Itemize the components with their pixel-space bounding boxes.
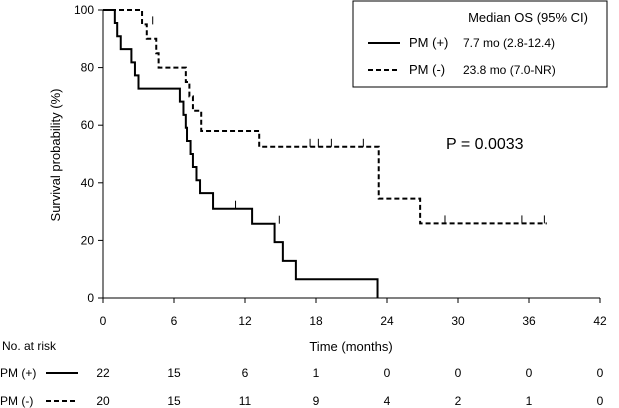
risk-count: 6 xyxy=(242,366,249,380)
risk-count: 0 xyxy=(597,366,604,380)
risk-count: 4 xyxy=(384,394,391,408)
risk-count: 1 xyxy=(313,366,320,380)
x-tick-label: 36 xyxy=(522,314,536,328)
x-tick-label: 12 xyxy=(238,314,252,328)
y-tick-label: 20 xyxy=(81,233,95,247)
survival-curve-1 xyxy=(103,9,379,298)
risk-count: 22 xyxy=(96,366,110,380)
risk-count: 11 xyxy=(239,394,252,408)
x-tick-label: 0 xyxy=(100,314,107,328)
risk-count: 0 xyxy=(597,394,604,408)
x-tick-label: 24 xyxy=(380,314,394,328)
risk-count: 15 xyxy=(167,366,181,380)
legend-header: Median OS (95% CI) xyxy=(468,10,588,25)
y-tick-label: 0 xyxy=(87,291,94,305)
y-tick-label: 80 xyxy=(81,61,95,75)
risk-count: 15 xyxy=(167,394,181,408)
risk-count: 1 xyxy=(526,394,533,408)
y-tick-label: 40 xyxy=(81,176,95,190)
risk-count: 9 xyxy=(313,394,320,408)
plot-area xyxy=(103,9,547,298)
x-tick-label: 6 xyxy=(171,314,178,328)
y-tick-label: 100 xyxy=(74,3,94,17)
risk-count: 20 xyxy=(96,394,110,408)
legend: Median OS (95% CI) PM (+) 7.7 mo (2.8-12.… xyxy=(352,0,608,88)
p-value-annotation: P = 0.0033 xyxy=(446,136,524,153)
risk-row-label: PM (-) xyxy=(0,394,33,408)
x-tick-label: 30 xyxy=(451,314,465,328)
x-axis-title: Time (months) xyxy=(309,339,392,354)
risk-count: 0 xyxy=(455,366,462,380)
risk-table-title: No. at risk xyxy=(2,339,57,353)
legend-median-os: 23.8 mo (7.0-NR) xyxy=(463,63,556,77)
risk-count: 2 xyxy=(455,394,462,408)
y-axis-title: Survival probability (%) xyxy=(48,89,63,222)
legend-series-name: PM (-) xyxy=(409,62,445,77)
y-tick-label: 60 xyxy=(81,118,95,132)
risk-count: 0 xyxy=(384,366,391,380)
axes: 0 6 12 18 24 30 36 42 0 20 40 60 80 100 xyxy=(74,3,607,328)
risk-count: 0 xyxy=(526,366,533,380)
risk-row-label: PM (+) xyxy=(0,366,36,380)
x-tick-label: 42 xyxy=(593,314,607,328)
legend-series-name: PM (+) xyxy=(409,35,448,50)
risk-table: No. at risk PM (+) 22 15 6 1 0 0 0 0PM (-) 20 15 11… xyxy=(0,339,604,408)
legend-median-os: 7.7 mo (2.8-12.4) xyxy=(463,36,555,50)
x-tick-label: 18 xyxy=(309,314,323,328)
